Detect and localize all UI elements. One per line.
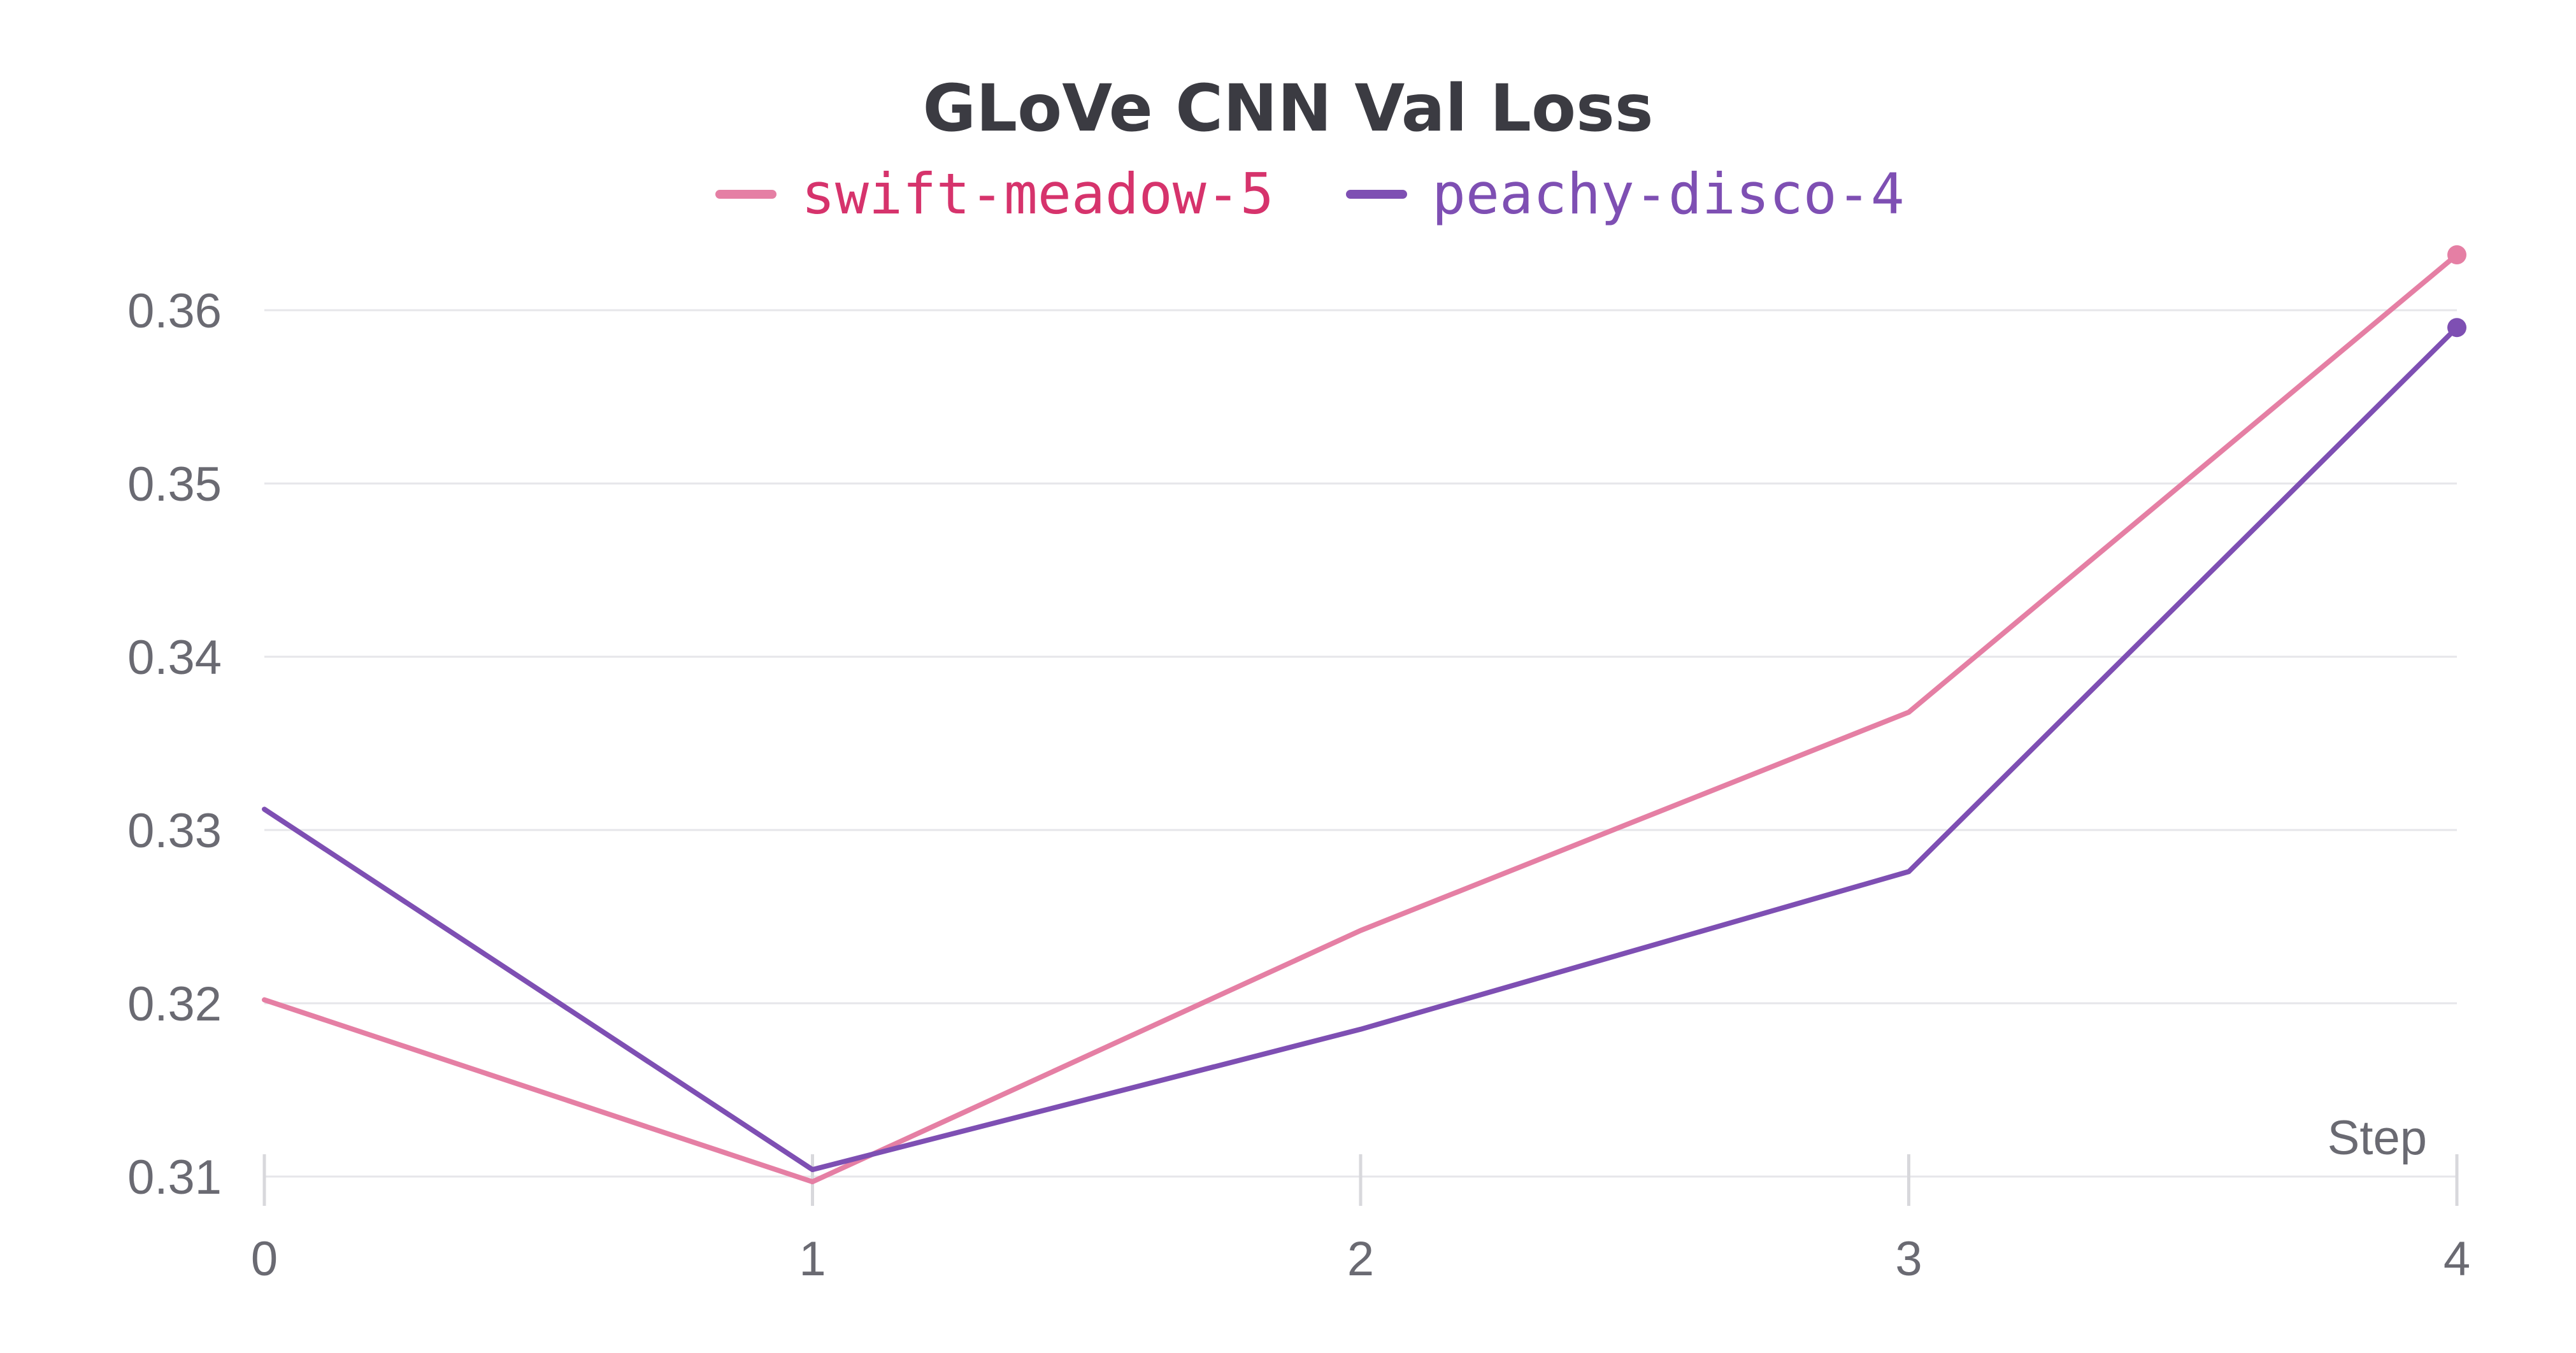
x-axis-ticks bbox=[262, 1154, 2459, 1206]
x-axis-label: Step bbox=[2328, 1111, 2427, 1165]
x-tick-label-2: 2 bbox=[1347, 1232, 1374, 1286]
series-end-point-swift-meadow-5 bbox=[2447, 245, 2466, 264]
y-axis-tick-labels: 0.31 0.32 0.33 0.34 0.35 0.36 bbox=[127, 284, 222, 1205]
series-line-peachy-disco-4 bbox=[262, 325, 2459, 1173]
y-tick-label-0.31: 0.31 bbox=[127, 1150, 222, 1205]
series-line-swift-meadow-5 bbox=[262, 252, 2459, 1185]
y-tick-label-0.33: 0.33 bbox=[127, 804, 222, 858]
x-tick-label-0: 0 bbox=[251, 1232, 278, 1286]
legend-label-peachy-disco-4: peachy-disco-4 bbox=[1432, 161, 1905, 227]
grid-lines bbox=[264, 309, 2457, 1178]
x-tick-label-4: 4 bbox=[2444, 1232, 2470, 1286]
y-tick-label-0.35: 0.35 bbox=[127, 457, 222, 512]
series-end-point-peachy-disco-4 bbox=[2447, 318, 2466, 338]
y-tick-label-0.36: 0.36 bbox=[127, 284, 222, 338]
series-lines bbox=[262, 245, 2466, 1185]
y-tick-label-0.34: 0.34 bbox=[127, 631, 222, 685]
legend: swift-meadow-5 peachy-disco-4 bbox=[715, 161, 1905, 227]
x-tick-label-1: 1 bbox=[799, 1232, 826, 1286]
x-tick-label-3: 3 bbox=[1895, 1232, 1922, 1286]
chart-title: GLoVe CNN Val Loss bbox=[922, 71, 1653, 147]
legend-label-swift-meadow-5: swift-meadow-5 bbox=[801, 161, 1274, 227]
x-axis-tick-labels: 0 1 2 3 4 bbox=[251, 1232, 2470, 1286]
y-tick-label-0.32: 0.32 bbox=[127, 977, 222, 1031]
